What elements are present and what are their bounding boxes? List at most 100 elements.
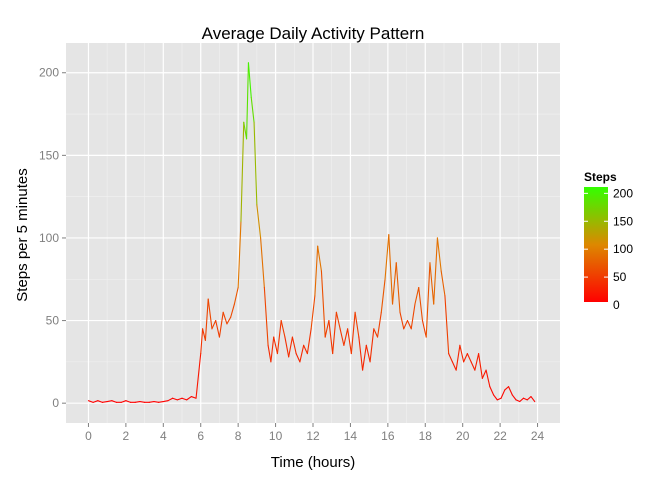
- series-line-segment: [358, 336, 364, 371]
- series-line-segment: [425, 262, 431, 338]
- series-line-segment: [436, 237, 442, 272]
- series-line-segment: [222, 311, 228, 325]
- x-tick-label: 6: [197, 429, 204, 443]
- series-line-segment: [354, 311, 360, 338]
- series-line-segment: [314, 245, 319, 297]
- series-line-segment: [451, 361, 457, 371]
- series-line-segment: [237, 220, 242, 289]
- x-axis-title: Time (hours): [271, 454, 355, 471]
- x-tick-label: 4: [160, 429, 167, 443]
- series-line-segment: [500, 389, 506, 399]
- series-line-segment: [324, 320, 330, 338]
- series-line-segment: [485, 369, 491, 388]
- series-line-segment: [280, 320, 286, 338]
- grid-major: [66, 43, 560, 423]
- series-line-segment: [211, 320, 217, 330]
- series-line-segment: [474, 353, 480, 371]
- series-line-segment: [111, 400, 118, 403]
- series-line-segment: [291, 336, 297, 355]
- series-line-segment: [463, 353, 468, 363]
- legend-label: 100: [613, 242, 633, 256]
- y-axis-ticks: 0 50 100 150 200: [39, 66, 66, 410]
- series-line-segment: [276, 320, 282, 355]
- x-tick-label: 18: [419, 429, 433, 443]
- series-line-segment: [362, 344, 367, 371]
- series-line-segment: [263, 286, 269, 346]
- x-tick-label: 22: [493, 429, 507, 443]
- series-line-segment: [347, 328, 352, 355]
- series-line-segment: [200, 328, 204, 355]
- series-line-segment: [489, 386, 495, 396]
- series-line-segment: [284, 336, 290, 358]
- series-line-segment: [470, 361, 476, 371]
- series-line-segment: [478, 353, 483, 379]
- series-line-segment: [444, 295, 450, 355]
- y-tick-label: 150: [39, 148, 59, 162]
- series-line-segment: [176, 397, 183, 401]
- series-line-segment: [273, 336, 278, 355]
- series-line-segment: [406, 320, 412, 330]
- series-line-segment: [101, 400, 108, 403]
- series-line-segment: [384, 234, 390, 280]
- series-line-segment: [526, 396, 532, 401]
- series-line-segment: [369, 328, 375, 363]
- series-line-segment: [295, 353, 301, 363]
- series-line-segment: [303, 344, 308, 355]
- series-line-segment: [433, 237, 438, 305]
- series-line-segment: [530, 396, 536, 403]
- series-line-segment: [186, 396, 192, 401]
- series-line-segment: [250, 96, 255, 123]
- series-line-segment: [204, 298, 209, 341]
- series-line-segment: [395, 262, 401, 313]
- series-line-segment: [87, 400, 94, 403]
- series-line-segment: [466, 353, 472, 363]
- series-line-segment: [230, 303, 235, 318]
- series-line-segment: [377, 311, 382, 338]
- series-line-segment: [288, 336, 293, 358]
- series-line-segment: [162, 400, 169, 403]
- x-tick-label: 10: [269, 429, 283, 443]
- series-line-segment: [511, 394, 517, 401]
- legend-label: 0: [613, 298, 620, 312]
- series-line-segment: [515, 399, 521, 403]
- series-line-segment: [339, 328, 345, 346]
- series-line-segment: [335, 311, 341, 330]
- series-line-segment: [215, 320, 220, 338]
- x-tick-label: 12: [306, 429, 320, 443]
- series-line-segment: [410, 303, 416, 330]
- series-line-segment: [493, 394, 498, 401]
- series-line-segment: [172, 397, 178, 401]
- series-line-segment: [153, 400, 160, 403]
- y-tick-label: 200: [39, 66, 59, 80]
- series-line-segment: [202, 328, 206, 341]
- series-line-segment: [139, 400, 146, 403]
- series-line-segment: [299, 344, 305, 363]
- series-line-segment: [167, 397, 174, 402]
- series-line-segment: [207, 298, 213, 330]
- series-line-segment: [391, 262, 397, 305]
- series-line-segment: [158, 400, 164, 403]
- series-line-segment: [246, 62, 249, 140]
- x-tick-label: 16: [381, 429, 395, 443]
- legend-ticks: 200 150 100 50 0: [584, 186, 633, 312]
- series-line-segment: [260, 237, 265, 289]
- series-line-segment: [92, 400, 99, 403]
- chart-title: Average Daily Activity Pattern: [202, 24, 425, 43]
- y-tick-label: 0: [52, 396, 59, 410]
- series-line-segment: [267, 344, 272, 363]
- series-line-segment: [519, 397, 525, 403]
- series-line-segment: [120, 400, 127, 403]
- series-line-segment: [459, 344, 465, 363]
- series-line-segment: [195, 353, 202, 399]
- series-line-segment: [440, 270, 446, 297]
- x-axis-ticks: 0 2 4 6 8 10 12 14 16 18 20 22 24: [85, 423, 545, 443]
- series-line-segment: [181, 397, 188, 401]
- x-tick-label: 14: [344, 429, 358, 443]
- series-line-segment: [481, 369, 487, 379]
- series-line-segment: [380, 278, 386, 313]
- series-line-segment: [328, 320, 334, 355]
- series-line-segment: [226, 316, 232, 325]
- legend-label: 150: [613, 214, 633, 228]
- legend-colorbar: [584, 187, 608, 302]
- series-line-segment: [414, 286, 420, 305]
